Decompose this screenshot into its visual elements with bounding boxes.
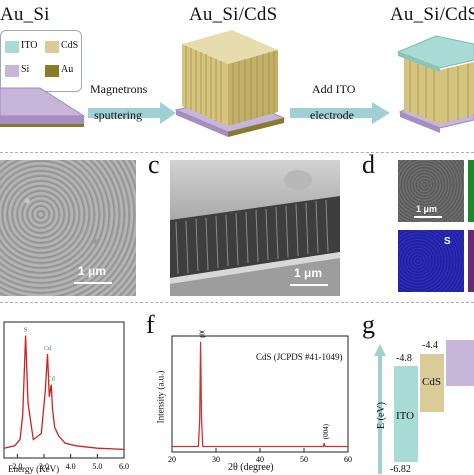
panel-b-sem-image: 1 μm <box>0 160 136 296</box>
legend-label-cds: CdS <box>61 40 79 51</box>
panel-d-scale-bar <box>414 216 442 218</box>
panel-g-letter: g <box>362 310 375 339</box>
panel-g-ito-bottom: -6.82 <box>390 464 411 475</box>
panel-e-xtick-label-3: 5.0 <box>92 462 102 471</box>
panel-f-xtick-label-0: 20 <box>168 455 176 464</box>
step2-line1: Add ITO <box>312 82 356 96</box>
legend-swatch-cds <box>45 41 59 53</box>
panel-e-peak-label-1: Cd <box>44 346 51 352</box>
panel-e-xtick-label-0: 2.0 <box>12 462 22 471</box>
panel-a-title-3: Au_Si/CdS <box>390 4 474 25</box>
panel-d-map-magenta-strip <box>468 230 474 292</box>
panel-f-xtick-label-2: 40 <box>256 455 264 464</box>
panel-f-series-line <box>172 341 348 448</box>
panel-c-sem-image: 1 μm <box>170 160 340 296</box>
panel-g-ito-label: ITO <box>396 410 415 422</box>
panel-g-cds-block <box>420 354 444 412</box>
panel-f-reference: CdS (JCPDS #41-1049) <box>256 352 343 362</box>
panel-a: Au_Si Au_Si/CdS Au_Si/CdS ITO CdS Si Au <box>0 0 474 150</box>
panel-f-peak-label-1: (004) <box>322 423 330 439</box>
panel-g-ito-top: -4.8 <box>396 353 412 364</box>
panel-a-title-2: Au_Si/CdS <box>189 4 278 25</box>
panel-d-sulfur-map: S <box>398 230 464 292</box>
legend-label-au: Au <box>61 64 74 75</box>
panel-e-xlabel: Energy (KeV) <box>8 464 60 474</box>
panel-g-energy-axis <box>374 344 386 474</box>
divider-bottom <box>0 302 474 303</box>
panel-f-xrd-pattern: 20 30 40 50 60 (002) (004) <box>168 330 352 464</box>
panel-c-letter: c <box>148 150 160 179</box>
panel-d-element-label: S <box>444 236 451 247</box>
panel-e-eds-spectrum: 2.0 3.0 4.0 5.0 6.0 S Cd Cd <box>3 321 129 471</box>
panel-e-xtick-label-1: 3.0 <box>39 462 49 471</box>
panel-f-xlabel: 2θ (degree) <box>228 462 274 473</box>
panel-g-ito-block <box>394 366 418 462</box>
panel-g-cds-top: -4.4 <box>422 340 438 351</box>
legend-swatch-au <box>45 65 59 77</box>
panel-d-letter: d <box>362 150 375 179</box>
panel-f-xtick-label-3: 50 <box>300 455 308 464</box>
panel-e-peak-label-2: Cd <box>48 377 55 383</box>
panel-e-peak-label-0: S <box>24 328 27 334</box>
panel-e-xtick-label-4: 6.0 <box>119 462 129 471</box>
panel-g-ylabel: E (eV) <box>375 402 387 429</box>
step1-line2: sputtering <box>94 108 142 122</box>
legend-swatch-ito <box>5 41 19 53</box>
panel-f-ylabel: Intensity (a.u.) <box>155 370 166 424</box>
panel-d-map-green-strip <box>468 160 474 222</box>
panel-e-plot-frame <box>3 321 125 459</box>
panel-c-cross-section <box>170 160 340 296</box>
step1-line1: Magnetrons <box>90 82 148 96</box>
panel-b-scale-label: 1 μm <box>78 264 107 278</box>
legend-label-si: Si <box>21 64 30 75</box>
legend-swatch-si <box>5 65 19 77</box>
panel-d-sem-image: 1 μm <box>398 160 464 222</box>
panel-c-scale-bar <box>290 284 328 286</box>
legend-label-ito: ITO <box>21 40 38 51</box>
material-legend: ITO CdS Si Au <box>0 30 82 92</box>
panel-f-xtick-label-4: 60 <box>344 455 352 464</box>
panel-c-scale-label: 1 μm <box>294 266 323 280</box>
schematic-drawing <box>0 30 474 137</box>
panel-g-third-block <box>446 340 474 386</box>
panel-f-peak-label-0: (002) <box>199 330 207 338</box>
panel-d-scale-label: 1 μm <box>416 204 438 214</box>
panel-g-cds-label: CdS <box>422 376 441 388</box>
panel-e-xtick-label-2: 4.0 <box>66 462 76 471</box>
panel-b-scale-bar <box>74 282 112 284</box>
panel-f-xtick-label-1: 30 <box>212 455 220 464</box>
divider-top <box>0 152 474 153</box>
panel-e-series-line <box>3 335 125 451</box>
step2-line2: electrode <box>310 108 354 122</box>
panel-f-letter: f <box>146 310 155 339</box>
panel-a-title-1: Au_Si <box>0 4 50 25</box>
nanorod-lines <box>185 46 275 125</box>
